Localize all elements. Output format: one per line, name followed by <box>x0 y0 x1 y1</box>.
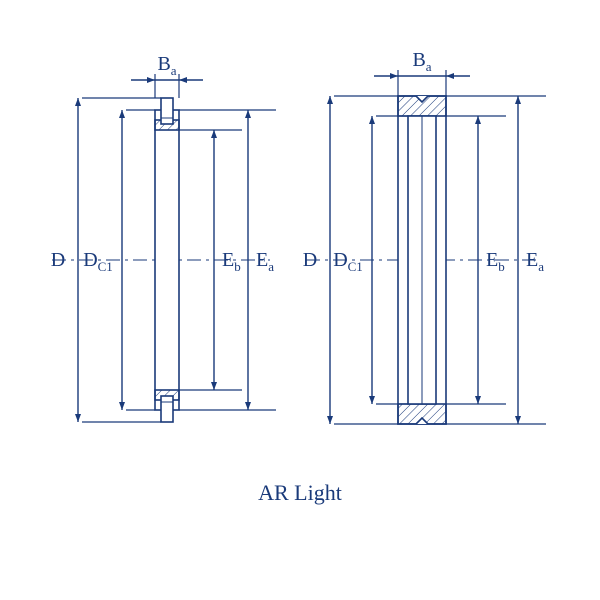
label-Dc1-r: DC1 <box>333 249 363 274</box>
diagram-canvas: D DC1 Eb Ea Ba D DC1 Eb Ea Ba AR Light <box>0 0 600 600</box>
left-view: D DC1 Eb Ea Ba <box>51 53 276 422</box>
label-Ea: Ea <box>256 249 274 274</box>
right-view: D DC1 Eb Ea Ba <box>303 49 546 424</box>
label-Eb-r: Eb <box>486 249 505 274</box>
label-B-r: Ba <box>412 49 431 74</box>
label-B: Ba <box>157 53 176 78</box>
label-D: D <box>51 249 65 271</box>
label-D-r: D <box>303 249 317 271</box>
label-Eb: Eb <box>222 249 241 274</box>
label-Ea-r: Ea <box>526 249 544 274</box>
caption: AR Light <box>258 480 342 505</box>
label-Dc1: DC1 <box>83 249 113 274</box>
